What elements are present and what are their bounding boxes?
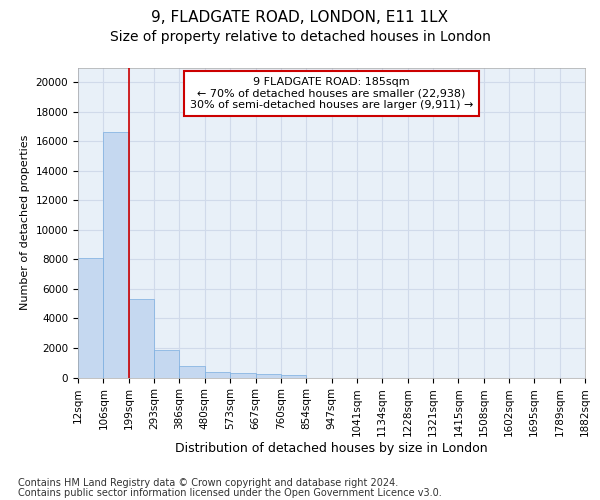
Bar (103, 132, 128, 378)
Bar (179, 366, 205, 378)
Y-axis label: Number of detached properties: Number of detached properties (20, 135, 30, 310)
Text: Contains HM Land Registry data © Crown copyright and database right 2024.: Contains HM Land Registry data © Crown c… (18, 478, 398, 488)
Text: 9, FLADGATE ROAD, LONDON, E11 1LX: 9, FLADGATE ROAD, LONDON, E11 1LX (151, 10, 449, 25)
X-axis label: Distribution of detached houses by size in London: Distribution of detached houses by size … (175, 442, 488, 454)
Bar (154, 350, 179, 378)
Text: 9 FLADGATE ROAD: 185sqm
← 70% of detached houses are smaller (22,938)
30% of sem: 9 FLADGATE ROAD: 185sqm ← 70% of detache… (190, 77, 473, 110)
Bar (230, 373, 256, 378)
Bar (256, 374, 281, 378)
Text: Contains public sector information licensed under the Open Government Licence v3: Contains public sector information licen… (18, 488, 442, 498)
Text: Size of property relative to detached houses in London: Size of property relative to detached ho… (110, 30, 490, 44)
Bar (128, 300, 154, 378)
Bar (281, 375, 306, 378)
Bar (78, 258, 103, 378)
Bar (205, 372, 230, 378)
